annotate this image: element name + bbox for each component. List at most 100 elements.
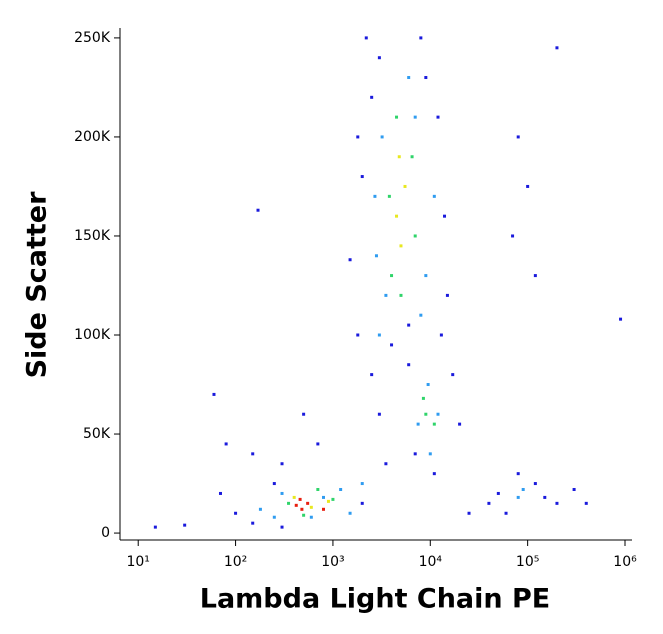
- point: [387, 194, 391, 198]
- point: [212, 392, 216, 396]
- point: [413, 452, 417, 456]
- point: [326, 499, 330, 503]
- point: [410, 155, 414, 159]
- point: [521, 487, 525, 491]
- point: [432, 422, 436, 426]
- point: [487, 501, 491, 505]
- point: [516, 135, 520, 139]
- point: [399, 244, 403, 248]
- x-tick-label: 10⁶: [613, 554, 637, 570]
- point: [258, 507, 262, 511]
- point: [555, 501, 559, 505]
- point: [380, 135, 384, 139]
- point: [572, 487, 576, 491]
- point: [416, 422, 420, 426]
- point: [555, 46, 559, 50]
- point: [436, 412, 440, 416]
- point: [153, 525, 157, 529]
- point: [443, 214, 447, 218]
- point: [287, 501, 291, 505]
- point: [370, 95, 374, 99]
- point: [339, 487, 343, 491]
- point: [419, 36, 423, 40]
- y-tick-label: 0: [101, 525, 110, 541]
- point: [424, 76, 428, 80]
- point: [321, 507, 325, 511]
- point: [370, 373, 374, 377]
- point: [280, 525, 284, 529]
- point: [183, 523, 187, 527]
- point: [407, 363, 411, 367]
- point: [272, 482, 276, 486]
- y-tick-label: 100K: [74, 327, 111, 343]
- point: [302, 513, 306, 517]
- point: [516, 495, 520, 499]
- point: [356, 333, 360, 337]
- point: [467, 511, 471, 515]
- point: [428, 452, 432, 456]
- point: [533, 274, 537, 278]
- point: [445, 293, 449, 297]
- point: [251, 521, 255, 525]
- point: [224, 442, 228, 446]
- point: [272, 515, 276, 519]
- point: [421, 396, 425, 400]
- point: [526, 184, 530, 188]
- point: [619, 317, 623, 321]
- point: [543, 495, 547, 499]
- point: [348, 511, 352, 515]
- point: [584, 501, 588, 505]
- point: [413, 115, 417, 119]
- point: [364, 36, 368, 40]
- point: [432, 194, 436, 198]
- point: [360, 482, 364, 486]
- x-tick-label: 10³: [321, 554, 344, 570]
- point: [374, 254, 378, 258]
- point: [436, 115, 440, 119]
- y-tick-label: 150K: [74, 228, 111, 244]
- point: [316, 487, 320, 491]
- point: [294, 503, 298, 507]
- point: [424, 412, 428, 416]
- point: [397, 155, 401, 159]
- point: [407, 76, 411, 80]
- point: [419, 313, 423, 317]
- point: [360, 501, 364, 505]
- y-tick-label: 200K: [74, 129, 111, 145]
- point: [511, 234, 515, 238]
- point: [256, 208, 260, 212]
- point: [373, 194, 377, 198]
- point: [218, 491, 222, 495]
- point: [384, 462, 388, 466]
- point: [309, 505, 313, 509]
- point: [390, 274, 394, 278]
- x-tick-label: 10⁴: [419, 554, 443, 570]
- point: [399, 293, 403, 297]
- x-tick-label: 10⁵: [516, 554, 539, 570]
- point: [504, 511, 508, 515]
- x-axis-title: Lambda Light Chain PE: [200, 584, 551, 615]
- point: [280, 491, 284, 495]
- point: [432, 472, 436, 476]
- point: [316, 442, 320, 446]
- point: [395, 214, 399, 218]
- y-tick-label: 50K: [83, 426, 111, 442]
- point: [458, 422, 462, 426]
- point: [533, 482, 537, 486]
- point: [298, 497, 302, 501]
- point: [426, 383, 430, 387]
- point: [413, 234, 417, 238]
- point: [496, 491, 500, 495]
- point: [384, 293, 388, 297]
- point: [407, 323, 411, 327]
- point: [331, 497, 335, 501]
- point: [390, 343, 394, 347]
- point: [377, 333, 381, 337]
- point: [516, 472, 520, 476]
- point: [439, 333, 443, 337]
- x-tick-label: 10²: [224, 554, 247, 570]
- point: [251, 452, 255, 456]
- point: [377, 56, 381, 60]
- point: [424, 274, 428, 278]
